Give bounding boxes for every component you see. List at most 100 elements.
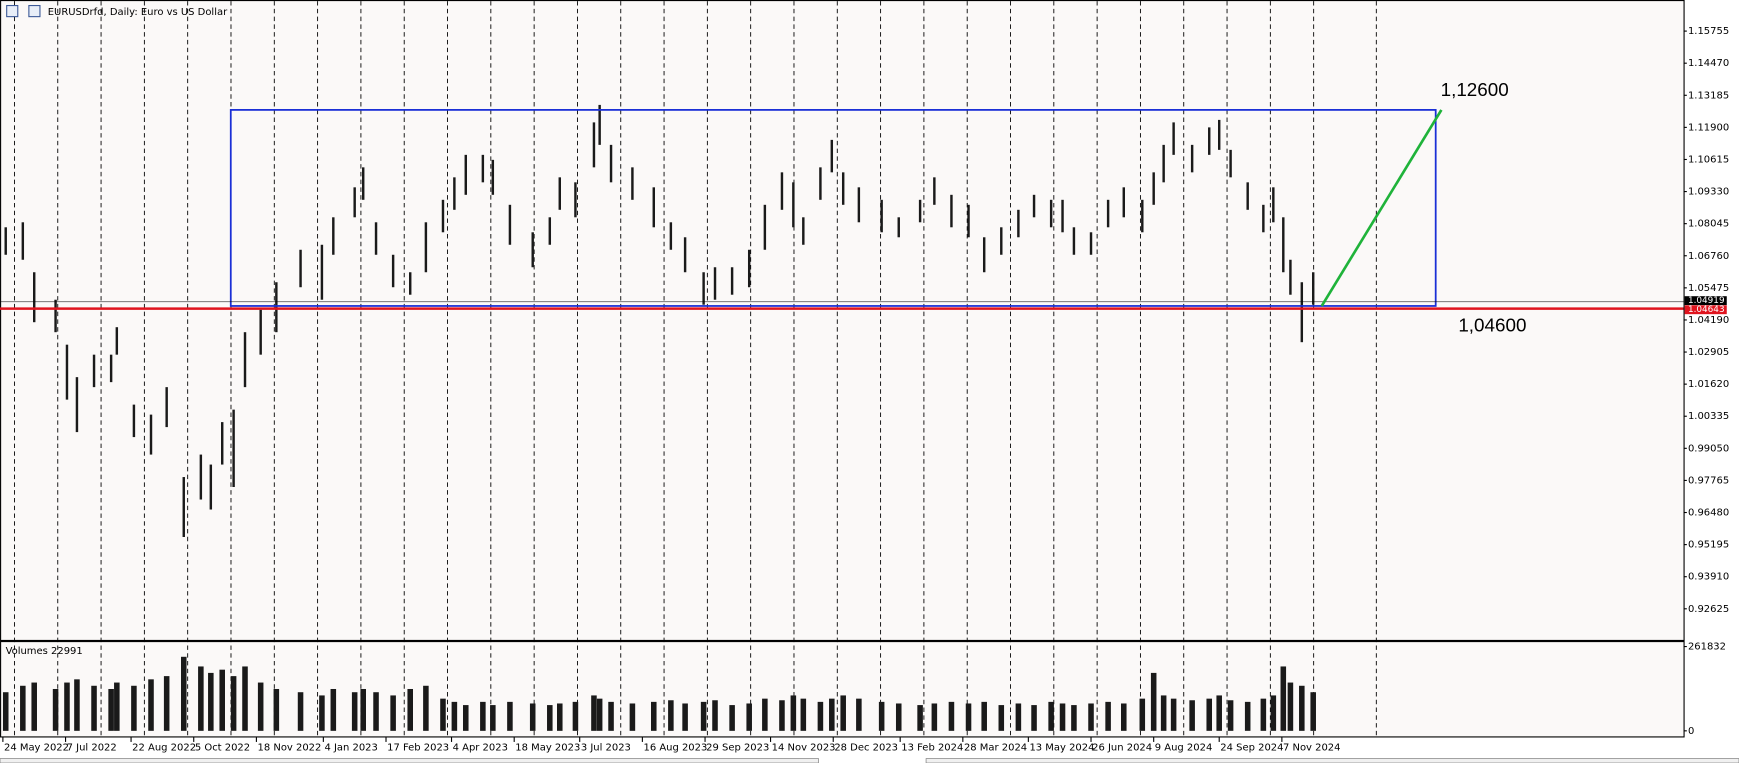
volume-bar xyxy=(1287,682,1294,731)
y-tick-label: 1.05475 xyxy=(1688,283,1729,294)
volume-bar xyxy=(1280,666,1287,731)
volume-bar xyxy=(779,700,785,731)
x-tick-label: 16 Aug 2023 xyxy=(643,742,707,753)
volume-bar xyxy=(591,695,597,731)
x-tick-label: 13 Feb 2024 xyxy=(901,742,963,753)
volume-bar xyxy=(114,682,120,731)
volume-bar xyxy=(208,672,214,731)
volume-bar xyxy=(297,692,304,731)
x-tick-label: 4 Jan 2023 xyxy=(324,742,377,753)
y-tick-label: 1.15755 xyxy=(1688,26,1729,37)
volume-bar xyxy=(180,656,187,731)
volume-bar xyxy=(230,676,237,731)
volume-bar xyxy=(373,692,379,731)
y-tick-label: 1.08045 xyxy=(1688,219,1729,230)
volume-bar xyxy=(998,705,1005,731)
volume-bar xyxy=(682,703,688,731)
volume-bar xyxy=(1160,695,1167,731)
y-tick-label: 0.93910 xyxy=(1688,572,1729,583)
volume-bar xyxy=(917,705,923,731)
volume-bar xyxy=(1310,692,1316,731)
y-tick-label: 1.06760 xyxy=(1688,251,1729,262)
volume-bar xyxy=(572,701,579,731)
x-tick-label: 5 Oct 2022 xyxy=(195,742,250,753)
volume-bar xyxy=(556,703,563,731)
y-tick-label: 1.14470 xyxy=(1688,58,1729,69)
y-tick-label: 0 xyxy=(1688,726,1694,737)
volume-bar xyxy=(840,695,846,731)
volume-bar xyxy=(360,688,366,731)
volume-bar xyxy=(1150,672,1157,731)
volume-bar xyxy=(462,705,469,731)
volume-bar xyxy=(219,669,225,731)
separators xyxy=(14,1,1377,737)
level-annotation: 1,04600 xyxy=(1458,314,1526,335)
volume-bar xyxy=(242,666,248,731)
volume-bar xyxy=(1170,698,1177,731)
icon[interactable] xyxy=(6,4,19,18)
volume-bar xyxy=(529,703,536,731)
volume-bar xyxy=(423,685,429,731)
volume-bar xyxy=(131,685,137,731)
x-tick-label: 24 May 2022 xyxy=(4,742,69,753)
x-tick-label: 3 Jul 2023 xyxy=(581,742,631,753)
volume-bar xyxy=(1139,698,1146,731)
volume-bar xyxy=(948,701,955,731)
volume-bar xyxy=(878,701,885,731)
price-panel xyxy=(0,0,1685,642)
volume-bar xyxy=(108,688,114,731)
volume-bar xyxy=(1260,698,1267,731)
volume-bar xyxy=(31,682,37,731)
x-tick-label: 24 Sep 2024 xyxy=(1220,742,1283,753)
volume-bar xyxy=(407,688,413,731)
volume-bar xyxy=(1088,703,1094,731)
x-tick-label: 7 Jul 2022 xyxy=(67,742,117,753)
icon[interactable] xyxy=(28,4,41,18)
y-tick-label: 0.99050 xyxy=(1688,443,1729,454)
x-tick-label: 28 Mar 2024 xyxy=(964,742,1027,753)
y-tick-label: 0.95195 xyxy=(1688,540,1729,551)
x-tick-label: 28 Dec 2023 xyxy=(834,742,898,753)
range-rectangle xyxy=(229,109,1437,307)
y-tick-label: 1.10615 xyxy=(1688,154,1729,165)
volume-bar xyxy=(856,698,862,731)
x-tick-label: 9 Aug 2024 xyxy=(1155,742,1213,753)
volume-bar xyxy=(490,705,496,731)
volume-bar xyxy=(451,701,458,731)
level-annotation: 1,12600 xyxy=(1441,79,1509,100)
volume-bar xyxy=(52,688,59,731)
volume-bar xyxy=(257,682,264,731)
volume-bar xyxy=(965,703,972,731)
volume-bar xyxy=(746,703,752,731)
volume-bar xyxy=(712,700,718,731)
volume-bar xyxy=(1015,703,1022,731)
volume-bar xyxy=(596,698,603,731)
volume-bar xyxy=(1206,698,1213,731)
volume-bar xyxy=(390,695,396,731)
chart-title: EURUSDrfd, Daily: Euro vs US Dollar xyxy=(48,7,228,18)
volume-bar xyxy=(319,695,325,731)
volume-bar xyxy=(1105,701,1111,731)
x-tick-label: 14 Nov 2023 xyxy=(772,742,836,753)
x-tick-label: 7 Nov 2024 xyxy=(1283,742,1341,753)
volume-bar xyxy=(1299,685,1305,731)
volume-bar xyxy=(1189,700,1195,731)
scrollbar[interactable] xyxy=(925,758,1739,763)
volume-title: Volumes 22991 xyxy=(6,646,83,657)
volume-bar xyxy=(608,701,614,731)
volume-bar xyxy=(931,703,938,731)
price-tag xyxy=(1684,296,1727,306)
scrollbar[interactable] xyxy=(0,758,819,763)
volume-bar xyxy=(790,695,797,731)
x-tick-label: 17 Feb 2023 xyxy=(387,742,449,753)
x-tick-label: 29 Sep 2023 xyxy=(706,742,769,753)
y-tick-label: 1.01620 xyxy=(1688,379,1729,390)
volume-bar xyxy=(1048,701,1054,731)
x-tick-label: 26 Jun 2024 xyxy=(1092,742,1152,753)
volume-bar xyxy=(895,703,902,731)
volume-bar xyxy=(351,692,358,731)
volume-bar xyxy=(629,703,636,731)
volume-bar xyxy=(1216,695,1222,731)
